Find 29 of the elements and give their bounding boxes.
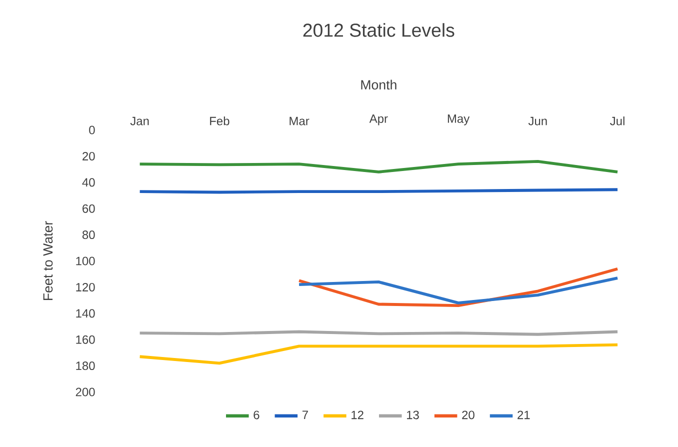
x-axis-title: Month [361, 80, 396, 90]
x-tick-label: May [448, 114, 470, 126]
line-series [298, 276, 619, 304]
y-axis-title: Feet to Water [43, 221, 53, 300]
legend-label: 21 [518, 410, 530, 420]
y-tick-label: 200 [76, 388, 95, 396]
x-tick-label: Mar [290, 116, 310, 126]
y-tick-label: 100 [76, 256, 95, 266]
y-tick-label: 80 [82, 230, 95, 240]
legend-label: 6 [254, 410, 260, 420]
x-tick-label: Jun [528, 116, 547, 126]
x-tick-label: Jul [610, 116, 624, 126]
x-tick-label: Feb [210, 116, 230, 126]
legend-label: 12 [352, 410, 364, 420]
y-tick-label: 160 [76, 335, 95, 344]
y-tick-label: 140 [76, 309, 95, 318]
y-tick-label: 20 [82, 152, 95, 160]
legend-label: 20 [462, 410, 474, 420]
legend-label: 7 [302, 410, 308, 420]
y-tick-label: 180 [76, 362, 95, 370]
x-tick-label: Jan [130, 116, 149, 126]
legend-label: 13 [407, 410, 419, 420]
line-series [138, 160, 619, 174]
chart-title: 2012 Static Levels [303, 23, 454, 37]
y-tick-label: 120 [76, 282, 95, 292]
y-tick-label: 0 [89, 126, 95, 134]
x-tick-label: Apr [369, 114, 388, 126]
y-tick-label: 40 [82, 178, 95, 187]
y-tick-label: 60 [82, 204, 95, 213]
